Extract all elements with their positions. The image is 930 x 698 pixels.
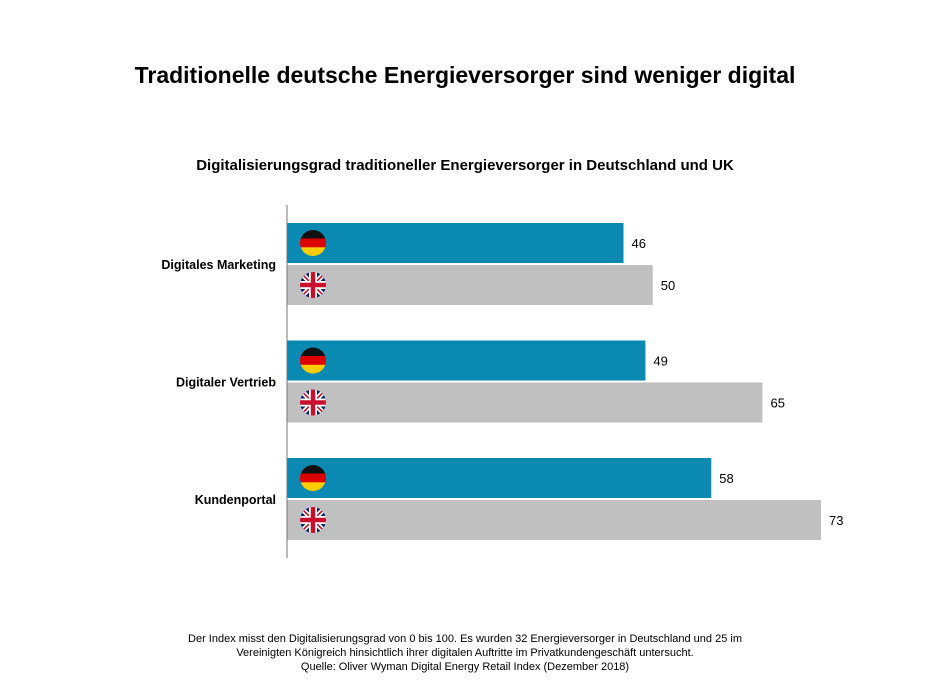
footnote: Der Index misst den Digitalisierungsgrad… bbox=[0, 632, 930, 674]
data-label: 73 bbox=[829, 513, 843, 528]
chart-title: Digitalisierungsgrad traditioneller Ener… bbox=[196, 157, 734, 174]
uk-flag-icon bbox=[300, 389, 326, 416]
uk-flag-icon bbox=[300, 272, 326, 298]
data-label: 46 bbox=[631, 236, 645, 251]
source-line: Quelle: Oliver Wyman Digital Energy Reta… bbox=[300, 661, 630, 673]
germany-flag-icon bbox=[300, 347, 326, 374]
category-label: Digitales Marketing bbox=[161, 258, 276, 272]
data-label: 65 bbox=[770, 396, 784, 411]
uk-flag-icon bbox=[300, 507, 326, 533]
footnote-line-1: Der Index misst den Digitalisierungsgrad… bbox=[188, 633, 742, 645]
data-label: 58 bbox=[719, 471, 733, 486]
germany-flag-icon bbox=[300, 230, 326, 256]
bar bbox=[287, 382, 763, 423]
data-label: 49 bbox=[653, 354, 667, 369]
bar bbox=[287, 500, 821, 540]
bar bbox=[287, 265, 653, 305]
category-label: Kundenportal bbox=[195, 493, 276, 507]
data-label: 50 bbox=[661, 278, 675, 293]
bar bbox=[287, 340, 646, 381]
bar bbox=[287, 223, 624, 263]
footnote-line-2: Vereinigten Königreich hinsichtlich ihre… bbox=[236, 647, 694, 659]
category-label: Digitaler Vertrieb bbox=[176, 376, 276, 390]
germany-flag-icon bbox=[300, 465, 326, 491]
page-title: Traditionelle deutsche Energieversorger … bbox=[134, 62, 796, 88]
bar bbox=[287, 458, 712, 498]
